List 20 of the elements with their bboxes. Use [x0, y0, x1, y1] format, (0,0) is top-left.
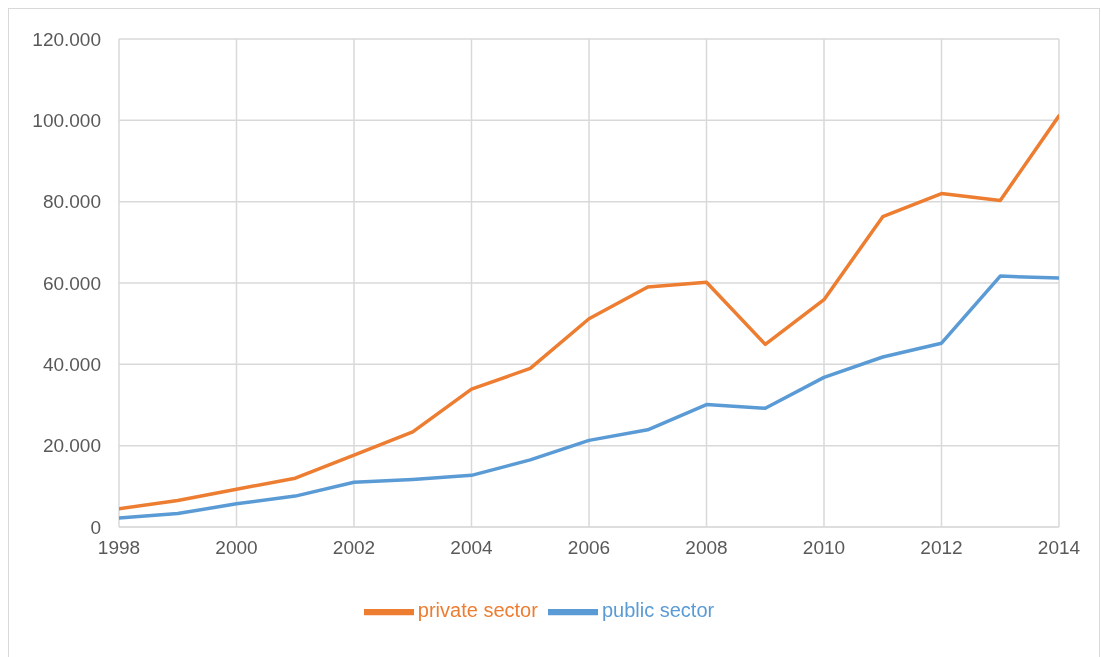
x-tick-label: 2002: [332, 537, 376, 559]
y-tick-label: 0: [90, 516, 101, 538]
y-tick-label: 100.000: [32, 110, 101, 132]
x-tick-label: 1998: [97, 537, 141, 559]
x-tick-label: 2008: [685, 537, 728, 559]
y-tick-label: 80.000: [42, 191, 101, 213]
x-tick-label: 2014: [1037, 537, 1081, 559]
line-series: [119, 114, 1059, 511]
line-series: [119, 274, 1059, 520]
x-tick-label: 2000: [215, 537, 258, 559]
legend-label: private sector: [417, 599, 538, 622]
y-tick-label: 20.000: [42, 435, 101, 457]
x-tick-label: 2004: [450, 537, 494, 559]
y-tick-label: 40.000: [42, 354, 101, 376]
y-tick-label: 120.000: [32, 28, 101, 50]
legend-label: public sector: [601, 599, 715, 622]
y-tick-label: 60.000: [42, 272, 101, 294]
x-tick-label: 2012: [920, 537, 963, 559]
x-tick-label: 2010: [802, 537, 846, 559]
x-tick-label: 2006: [567, 537, 611, 559]
